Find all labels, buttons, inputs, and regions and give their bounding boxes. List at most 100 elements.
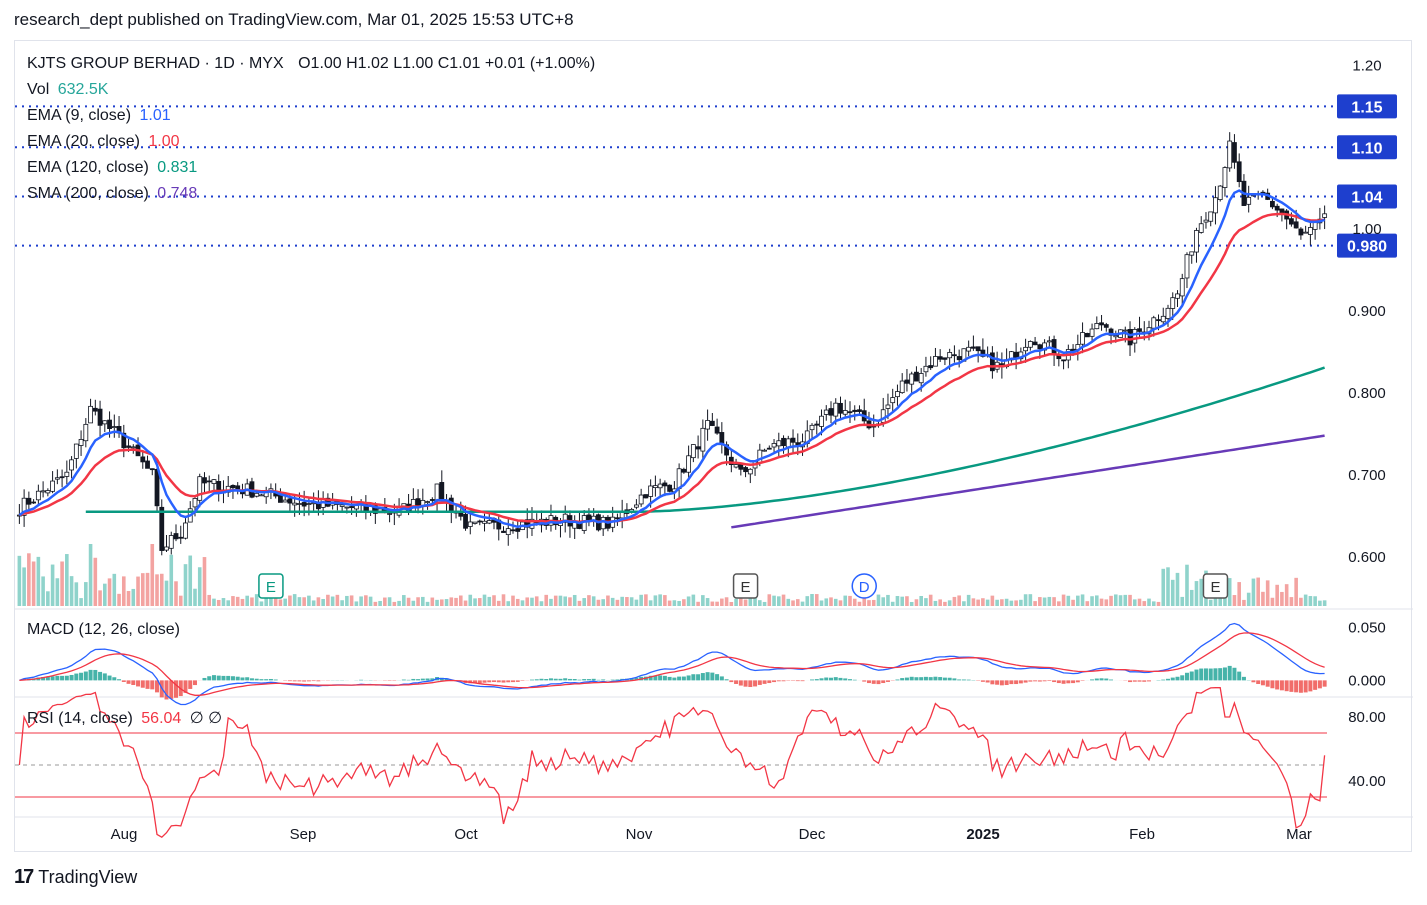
macd-hist-bar (810, 679, 815, 681)
volume-bar (1132, 599, 1137, 606)
macd-hist-bar (852, 679, 857, 681)
candle-body (434, 483, 440, 501)
volume-bar (634, 599, 639, 606)
chart-svg[interactable]: 1.15 1.10 1.04 0.980 1.20 1.00 0.900 0.800 0.700… (15, 41, 1413, 853)
macd-hist-bar (420, 678, 425, 681)
volume-bar (947, 600, 952, 606)
volume-bar (1194, 581, 1199, 606)
volume-bar (335, 594, 340, 606)
candle-body (1307, 227, 1313, 235)
macd-hist-bar (50, 676, 55, 681)
candle-body (952, 354, 957, 357)
candle-body (292, 502, 298, 506)
volume-bar (720, 598, 724, 606)
macd-hist-bar (444, 678, 449, 681)
volume-bar (848, 595, 852, 606)
macd-hist-bar (1075, 680, 1080, 683)
macd-hist-bar (567, 678, 572, 681)
candle-body (1274, 205, 1280, 211)
candle-body (349, 506, 355, 509)
volume-bar (221, 598, 226, 606)
macd-hist-bar (482, 680, 487, 683)
volume-bar (506, 601, 511, 606)
macd-hist-bar (795, 680, 800, 682)
macd-hist-bar (425, 678, 430, 681)
candle-body (301, 502, 307, 507)
volume-bar (985, 599, 990, 606)
macd-hist-bar (416, 679, 421, 681)
candle-body (852, 409, 858, 412)
volume-bar (140, 573, 145, 606)
volume-bar (164, 580, 169, 606)
macd-hist-bar (1284, 680, 1289, 692)
volume-bar (1308, 596, 1313, 606)
tradingview-footer[interactable]: 17 TradingView (14, 866, 137, 889)
macd-hist-bar (729, 680, 734, 683)
volume-bar (65, 554, 69, 606)
candle-body (1194, 230, 1199, 253)
volume-bar (867, 600, 871, 606)
candle-body (667, 484, 673, 492)
candle-body (1080, 332, 1085, 345)
macd-hist-bar (249, 678, 254, 681)
chart-frame[interactable]: 1.15 1.10 1.04 0.980 1.20 1.00 0.900 0.800 0.700… (14, 40, 1413, 853)
volume-bar (1265, 580, 1270, 606)
brand-name: TradingView (38, 867, 138, 887)
volume-bar (1109, 595, 1113, 606)
volume-bar (682, 599, 686, 606)
volume-bar (197, 567, 202, 606)
candle-body (463, 513, 468, 529)
candle-body (50, 480, 55, 492)
candle-body (297, 503, 302, 505)
candle-body (956, 356, 962, 361)
volume-bar (155, 574, 159, 606)
volume-bar (686, 596, 691, 606)
volume-bar (93, 557, 98, 606)
volume-legend: Vol 632.5K (27, 81, 109, 98)
volume-bar (966, 594, 971, 606)
macd-hist-bar (487, 680, 492, 683)
event-marker-label: E (266, 579, 276, 596)
macd-hist-bar (629, 678, 634, 681)
candle-body (259, 494, 264, 497)
macd-hist-bar (1042, 680, 1047, 682)
volume-bar (568, 597, 572, 606)
candle-body (206, 480, 212, 483)
macd-legend: MACD (12, 26, close) (27, 621, 180, 638)
volume-bar (1052, 597, 1056, 606)
tradingview-logo-icon: 17 (14, 866, 34, 888)
volume-bar (482, 594, 487, 606)
candle-body (1246, 196, 1252, 205)
volume-bar (1076, 595, 1080, 606)
candle-body (501, 530, 506, 533)
candle-body (1217, 185, 1223, 200)
price-legend: KJTS GROUP BERHAD · 1D · MYX O1.00 H1.02… (27, 51, 599, 207)
macd-hist-bar (45, 676, 50, 681)
candle-body (1236, 161, 1242, 183)
volume-bar (852, 598, 857, 606)
macd-tick-label: 0.000 (1348, 672, 1386, 689)
candle-body (372, 505, 378, 514)
volume-bar (288, 595, 292, 606)
candle-body (714, 426, 720, 434)
time-tick-label: Sep (290, 826, 317, 843)
price-tick-label: 1.00 (1352, 221, 1381, 238)
macd-hist-bar (1061, 680, 1066, 684)
volume-bar (1227, 578, 1232, 606)
macd-hist-bar (885, 680, 890, 682)
macd-hist-bar (1132, 680, 1137, 682)
volume-bar (601, 599, 605, 606)
macd-hist-bar (131, 680, 136, 685)
macd-hist-bar (492, 680, 497, 683)
candle-body (562, 513, 568, 523)
volume-bar (458, 595, 463, 606)
candle-body (1184, 254, 1190, 279)
dividend-marker-icon (851, 573, 877, 599)
volume-bar (914, 599, 919, 606)
volume-bar (544, 594, 549, 606)
volume-bar (1028, 594, 1033, 606)
volume-bar (776, 596, 781, 606)
macd-hist-bar (93, 669, 98, 681)
volume-bar (1099, 598, 1104, 606)
candle-body (690, 444, 696, 459)
